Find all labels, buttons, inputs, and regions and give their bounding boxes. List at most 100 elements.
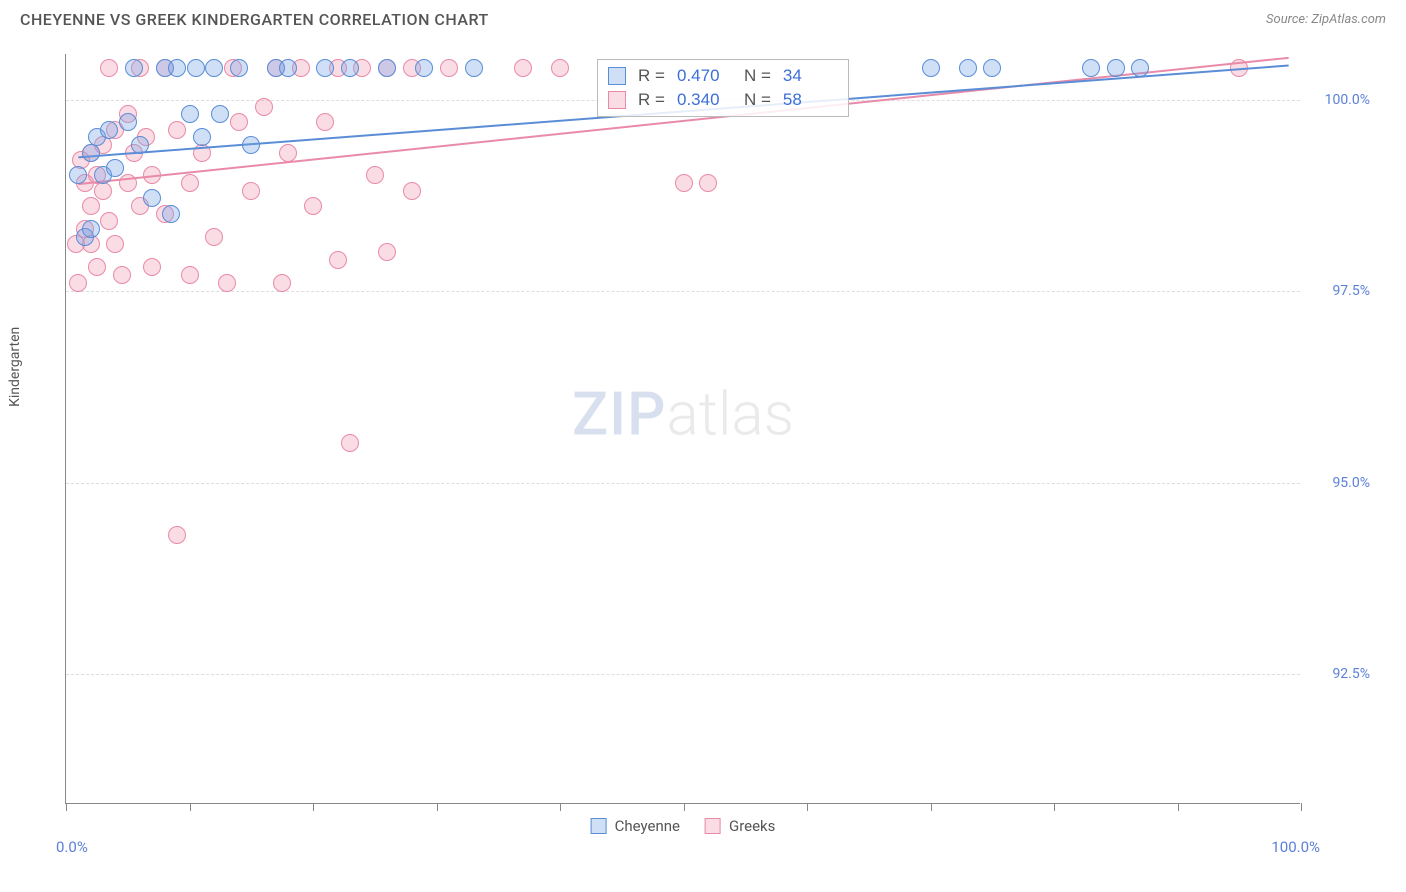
y-tick-label: 95.0% — [1310, 475, 1370, 491]
cheyenne-swatch-icon — [608, 67, 626, 85]
cheyenne-point — [1082, 59, 1100, 77]
cheyenne-point — [242, 136, 260, 154]
greeks-point — [341, 434, 359, 452]
greeks-point — [699, 174, 717, 192]
greeks-point — [230, 113, 248, 131]
greeks-point — [168, 526, 186, 544]
cheyenne-point — [106, 159, 124, 177]
n-label: N = — [744, 90, 771, 110]
greeks-point — [106, 235, 124, 253]
cheyenne-point — [143, 189, 161, 207]
cheyenne-point — [193, 128, 211, 146]
greeks-point — [378, 243, 396, 261]
cheyenne-legend-swatch-icon — [591, 818, 607, 834]
cheyenne-point — [82, 220, 100, 238]
x-tick — [1301, 803, 1302, 811]
greeks-point — [181, 174, 199, 192]
cheyenne-point — [316, 59, 334, 77]
gridline — [66, 674, 1300, 675]
cheyenne-point — [378, 59, 396, 77]
n-label: N = — [744, 66, 771, 86]
x-tick — [66, 803, 67, 811]
r-label: R = — [638, 90, 665, 110]
cheyenne-point — [983, 59, 1001, 77]
stats-box: R = 0.470 N = 34 R = 0.340 N = 58 — [597, 59, 849, 117]
x-tick — [1178, 803, 1179, 811]
greeks-trendline — [66, 54, 1301, 804]
greeks-point — [304, 197, 322, 215]
cheyenne-point — [341, 59, 359, 77]
legend-item-cheyenne[interactable]: Cheyenne — [591, 817, 680, 835]
greeks-point — [168, 121, 186, 139]
cheyenne-point — [922, 59, 940, 77]
y-tick-label: 92.5% — [1310, 666, 1370, 682]
greeks-point — [94, 182, 112, 200]
greeks-point — [143, 166, 161, 184]
cheyenne-point — [82, 144, 100, 162]
r-label: R = — [638, 66, 665, 86]
legend-bottom: Cheyenne Greeks — [591, 817, 776, 835]
chart-title: CHEYENNE VS GREEK KINDERGARTEN CORRELATI… — [20, 10, 489, 29]
greeks-n-value: 58 — [783, 90, 838, 110]
cheyenne-point — [211, 105, 229, 123]
greeks-point — [82, 197, 100, 215]
cheyenne-point — [465, 59, 483, 77]
greeks-point — [100, 212, 118, 230]
plot-area: ZIPatlas 0.0% 100.0% CheyenneGreeks 100.… — [65, 54, 1300, 804]
x-tick — [313, 803, 314, 811]
legend-item-greeks[interactable]: Greeks — [705, 817, 775, 835]
greeks-point — [205, 228, 223, 246]
greeks-swatch-icon — [608, 91, 626, 109]
cheyenne-point — [279, 59, 297, 77]
cheyenne-point — [181, 105, 199, 123]
source-attribution: Source: ZipAtlas.com — [1266, 12, 1386, 27]
cheyenne-point — [959, 59, 977, 77]
cheyenne-point — [415, 59, 433, 77]
cheyenne-point — [230, 59, 248, 77]
stats-row-greeks: R = 0.340 N = 58 — [608, 88, 838, 112]
x-tick — [684, 803, 685, 811]
cheyenne-point — [69, 166, 87, 184]
greeks-point — [403, 182, 421, 200]
greeks-point — [113, 266, 131, 284]
cheyenne-point — [131, 136, 149, 154]
greeks-point — [366, 166, 384, 184]
greeks-point — [1230, 59, 1248, 77]
x-axis-max-label: 100.0% — [1271, 838, 1320, 856]
greeks-point — [218, 274, 236, 292]
y-axis-label: Kindergarten — [7, 327, 23, 407]
cheyenne-r-value: 0.470 — [677, 66, 732, 86]
cheyenne-n-value: 34 — [783, 66, 838, 86]
x-tick — [560, 803, 561, 811]
greeks-legend-swatch-icon — [705, 818, 721, 834]
cheyenne-point — [1107, 59, 1125, 77]
greeks-legend-label: Greeks — [729, 817, 775, 835]
watermark: ZIPatlas — [572, 378, 794, 449]
greeks-point — [279, 144, 297, 162]
stats-row-cheyenne: R = 0.470 N = 34 — [608, 64, 838, 88]
watermark-zip: ZIP — [572, 378, 666, 449]
greeks-point — [242, 182, 260, 200]
greeks-point — [143, 258, 161, 276]
x-tick — [437, 803, 438, 811]
cheyenne-point — [168, 59, 186, 77]
greeks-r-value: 0.340 — [677, 90, 732, 110]
greeks-point — [551, 59, 569, 77]
greeks-point — [193, 144, 211, 162]
watermark-atlas: atlas — [666, 378, 794, 449]
greeks-point — [88, 258, 106, 276]
y-tick-label: 97.5% — [1310, 283, 1370, 299]
greeks-point — [255, 98, 273, 116]
cheyenne-trendline — [66, 54, 1301, 804]
x-tick — [190, 803, 191, 811]
cheyenne-legend-label: Cheyenne — [615, 817, 680, 835]
cheyenne-point — [100, 121, 118, 139]
greeks-point — [329, 251, 347, 269]
greeks-point — [100, 59, 118, 77]
x-tick — [807, 803, 808, 811]
x-axis-min-label: 0.0% — [56, 838, 88, 856]
greeks-point — [514, 59, 532, 77]
chart-container: Kindergarten ZIPatlas 0.0% 100.0% Cheyen… — [20, 34, 1380, 844]
cheyenne-point — [125, 59, 143, 77]
gridline — [66, 291, 1300, 292]
